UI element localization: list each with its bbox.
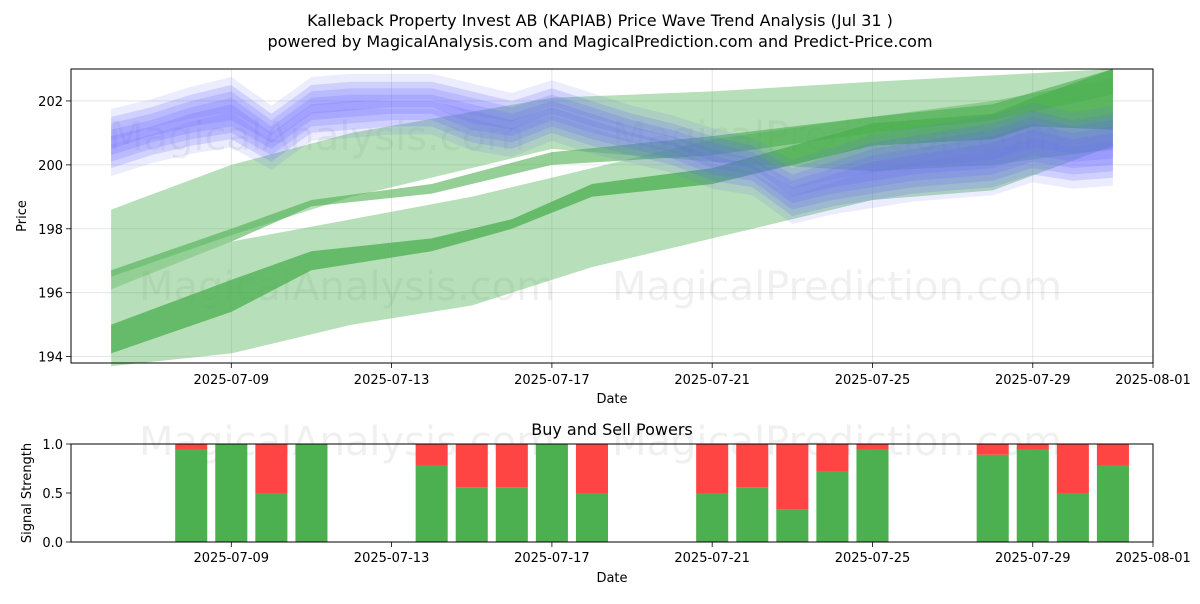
buy-power-bar: [175, 449, 208, 542]
y-tick-label: 202: [38, 95, 63, 110]
blue-wave-band: [111, 73, 1113, 189]
sell-power-bar: [1016, 444, 1049, 450]
buy-power-bar: [1096, 465, 1129, 542]
buy-power-bar: [495, 487, 528, 542]
green-wave-band: [111, 69, 1113, 277]
y-tick-label: 198: [38, 223, 63, 238]
green-wave-band: [111, 69, 1113, 354]
buy-power-bar: [736, 487, 769, 542]
y-tick-label: 0.0: [42, 536, 63, 551]
buy-power-bar: [856, 449, 889, 542]
x-tick-label: 2025-07-09: [194, 551, 270, 566]
sell-power-bar: [696, 444, 729, 493]
x-tick-label: 2025-07-29: [995, 373, 1071, 388]
chart-subtitle: powered by MagicalAnalysis.com and Magic…: [267, 32, 932, 51]
blue-wave-band: [111, 94, 1113, 210]
green-wave-band: [111, 69, 1113, 290]
x-tick-label: 2025-07-21: [674, 373, 750, 388]
x-tick-label: 2025-07-09: [194, 373, 270, 388]
watermark-text: MagicalAnalysis.com: [109, 114, 525, 160]
price-wave-chart: MagicalAnalysis.com MagicalPrediction.com…: [15, 68, 1191, 407]
x-tick-label: 2025-07-17: [514, 373, 590, 388]
y-axis-label: Signal Strength: [20, 443, 35, 543]
buy-sell-power-chart: MagicalAnalysis.com MagicalPrediction.com…: [20, 419, 1191, 586]
y-tick-label: 194: [38, 351, 63, 366]
x-tick-label: 2025-07-25: [835, 551, 911, 566]
sell-power-bar: [575, 444, 608, 493]
buy-power-bar: [1056, 493, 1089, 542]
bar-chart-title: Buy and Sell Powers: [531, 420, 693, 439]
x-tick-label: 2025-07-17: [514, 551, 590, 566]
sell-power-bar: [1056, 444, 1089, 493]
sell-power-bar: [255, 444, 288, 493]
sell-power-bar: [175, 444, 208, 450]
x-tick-label: 2025-07-13: [354, 373, 430, 388]
buy-power-bar: [215, 444, 248, 542]
x-axis-label: Date: [596, 571, 627, 586]
x-tick-label: 2025-07-13: [354, 551, 430, 566]
buy-power-bar: [255, 493, 288, 542]
buy-power-bar: [455, 487, 488, 542]
sell-power-bar: [816, 444, 849, 472]
x-tick-label: 2025-07-21: [674, 551, 750, 566]
buy-power-bar: [575, 493, 608, 542]
x-tick-label: 2025-07-29: [995, 551, 1071, 566]
sell-power-bar: [736, 444, 769, 488]
buy-power-bar: [1016, 449, 1049, 542]
y-tick-label: 0.5: [42, 487, 63, 502]
y-tick-label: 200: [38, 159, 63, 174]
buy-power-bar: [696, 493, 729, 542]
buy-power-bar: [415, 465, 448, 542]
sell-power-bar: [455, 444, 488, 488]
sell-power-bar: [415, 444, 448, 466]
blue-wave-band: [111, 88, 1113, 204]
blue-wave-band: [111, 81, 1113, 197]
sell-power-bar: [1096, 444, 1129, 466]
main-plot-frame: [70, 68, 1154, 364]
sell-power-bar: [776, 444, 809, 510]
blue-wave-band: [111, 108, 1113, 224]
buy-power-bar: [535, 444, 568, 542]
chart-title: Kalleback Property Invest AB (KAPIAB) Pr…: [307, 11, 893, 30]
sell-power-bar: [976, 444, 1009, 455]
blue-wave-band: [111, 101, 1113, 216]
buy-power-bar: [776, 509, 809, 542]
y-axis-label: Price: [15, 200, 30, 232]
x-tick-label: 2025-08-01: [1115, 551, 1191, 566]
buy-power-bar: [976, 454, 1009, 542]
x-axis-label: Date: [596, 392, 627, 407]
sell-power-bar: [495, 444, 528, 488]
x-tick-label: 2025-08-01: [1115, 373, 1191, 388]
watermark-text: MagicalPrediction.com: [612, 264, 1062, 310]
buy-power-bar: [295, 444, 328, 542]
y-tick-label: 1.0: [42, 438, 63, 453]
buy-power-bar: [816, 471, 849, 542]
sell-power-bar: [856, 444, 889, 450]
green-wave-band: [111, 78, 1113, 367]
y-tick-label: 196: [38, 287, 63, 302]
x-tick-label: 2025-07-25: [835, 373, 911, 388]
